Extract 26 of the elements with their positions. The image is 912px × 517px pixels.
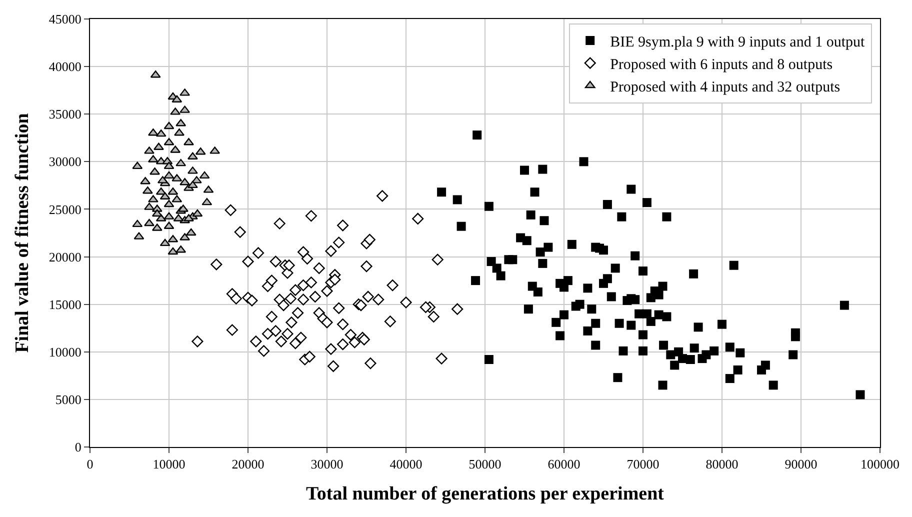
y-tick-label: 20000 (48, 249, 82, 264)
y-tick-label: 25000 (48, 202, 82, 217)
legend-label: BIE 9sym.pla 9 with 9 inputs and 1 output (610, 34, 866, 50)
x-tick-label: 20000 (232, 456, 264, 472)
y-tick-label: 40000 (48, 59, 82, 74)
x-tick-label: 80000 (706, 456, 738, 472)
y-tick-label: 5000 (55, 392, 82, 407)
legend-label: Proposed with 4 inputs and 32 outputs (610, 79, 840, 96)
x-tick-label: 70000 (626, 456, 660, 472)
y-tick-label: 45000 (48, 12, 82, 27)
x-tick-label: 30000 (310, 456, 344, 472)
x-tick-label: 10000 (152, 456, 186, 472)
y-tick-label: 30000 (48, 154, 82, 170)
y-axis-title: Final value of fitness function (12, 112, 33, 353)
y-tick-label: 35000 (48, 106, 82, 122)
y-tick-label: 10000 (48, 344, 82, 360)
x-tick-label: 60000 (548, 456, 580, 472)
x-tick-label: 90000 (784, 456, 818, 472)
x-tick-label: 100000 (860, 456, 900, 472)
x-tick-label: 0 (86, 456, 94, 472)
x-tick-label: 50000 (468, 456, 502, 472)
y-tick-label: 15000 (48, 296, 82, 312)
x-tick-label: 40000 (390, 456, 422, 472)
legend-label: Proposed with 6 inputs and 8 outputs (610, 56, 833, 73)
x-axis-title: Total number of generations per experiment (306, 483, 665, 504)
y-tick-label: 0 (74, 440, 82, 455)
